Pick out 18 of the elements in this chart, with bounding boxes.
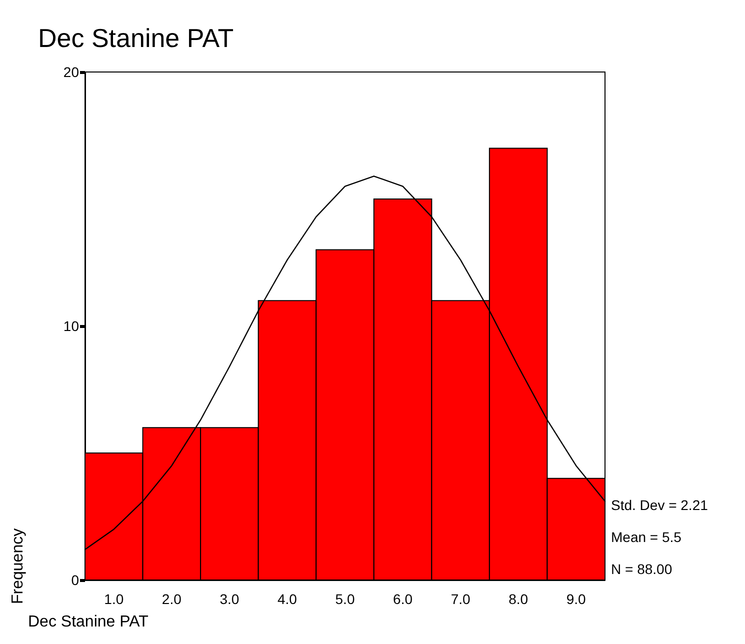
chart-title: Dec Stanine PAT xyxy=(38,23,234,53)
x-tick-label: 3.0 xyxy=(220,591,240,607)
x-tick-label: 6.0 xyxy=(393,591,413,607)
x-tick-label: 5.0 xyxy=(335,591,355,607)
text: Mean = 5.5 xyxy=(611,529,682,545)
y-axis-title: Frequency xyxy=(10,528,26,604)
y-tick-label: 10 xyxy=(63,318,80,334)
x-tick-label: 7.0 xyxy=(450,591,470,607)
x-tick-label: 9.0 xyxy=(566,591,586,607)
text: Std. Dev = 2.21 xyxy=(611,497,708,513)
text: N = 88.00 xyxy=(611,561,672,577)
y-tick-label: 0 xyxy=(71,572,80,588)
x-axis-title: Dec Stanine PAT xyxy=(28,614,149,630)
x-tick-label: 4.0 xyxy=(277,591,298,607)
x-tick-label: 2.0 xyxy=(162,591,182,607)
x-tick-label: 8.0 xyxy=(508,591,528,607)
x-tick-label: 1.0 xyxy=(104,591,124,607)
y-tick-label: 20 xyxy=(63,64,80,80)
